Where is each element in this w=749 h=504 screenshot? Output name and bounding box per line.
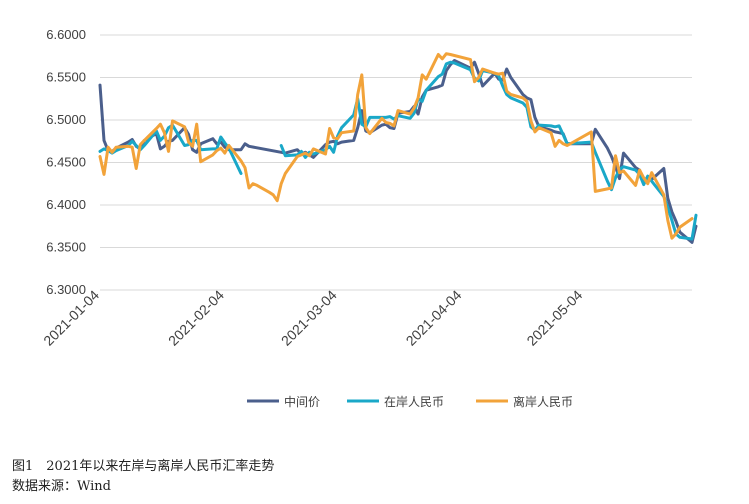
- legend-label: 离岸人民币: [513, 394, 573, 409]
- x-tick-label: 2021-04-04: [403, 287, 465, 349]
- data-source-note: 数据来源：Wind: [12, 479, 111, 494]
- series-line-1: [98, 59, 698, 244]
- gridlines: [100, 34, 692, 291]
- figure-caption: 图1 2021年以来在岸与离岸人民币汇率走势: [12, 459, 275, 474]
- y-tick-label: 6.3000: [46, 282, 86, 297]
- y-tick-label: 6.5500: [46, 70, 86, 85]
- y-tick-label: 6.6000: [46, 27, 86, 42]
- series-lines: [98, 52, 698, 244]
- x-tick-label: 2021-02-04: [165, 287, 227, 349]
- y-tick-label: 6.5000: [46, 112, 86, 127]
- exchange-rate-chart: 6.3000 6.3500 6.4000 6.4500 6.5000 6.5500 6.60…: [40, 27, 698, 409]
- y-tick-label: 6.4000: [46, 197, 86, 212]
- legend-label: 中间价: [284, 394, 320, 409]
- legend-label: 在岸人民币: [384, 395, 444, 409]
- x-axis-tick-labels: 2021-01-04 2021-02-04 2021-03-04 2021-04-04…: [40, 287, 585, 349]
- y-tick-label: 6.4500: [46, 155, 86, 170]
- x-tick-label: 2021-05-04: [523, 287, 585, 349]
- x-tick-label: 2021-03-04: [278, 287, 340, 349]
- legend: 中间价 在岸人民币 离岸人民币: [247, 394, 573, 409]
- y-axis-tick-labels: 6.3000 6.3500 6.4000 6.4500 6.5000 6.5500 6.60…: [46, 27, 86, 297]
- series-line-2: [98, 60, 698, 241]
- series-line-3: [98, 52, 694, 240]
- y-tick-label: 6.3500: [46, 240, 86, 255]
